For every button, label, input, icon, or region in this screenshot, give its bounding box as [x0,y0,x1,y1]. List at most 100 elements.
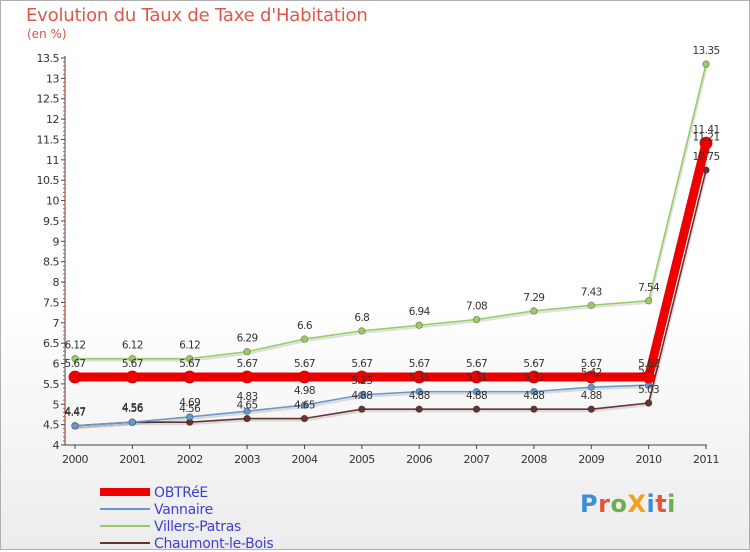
data-label: 5.23 [351,375,372,387]
data-label: 6.8 [354,312,369,324]
data-point [415,405,423,413]
data-label: 6.12 [179,340,200,352]
x-tick-label: 2002 [177,453,203,466]
legend-item[interactable]: Chaumont-le-Bois [100,535,274,552]
data-point [243,348,251,356]
y-tick-label: 7.5 [43,296,59,309]
y-tick-label: 12 [46,113,59,126]
data-label: 7.29 [523,292,544,304]
data-label: 6.94 [409,306,431,318]
legend-item[interactable]: Villers-Patras [100,518,273,535]
x-tick-label: 2010 [636,453,662,466]
series-line [74,169,707,427]
data-label: 5.67 [294,358,315,370]
data-point [71,422,79,430]
data-point [530,387,538,396]
data-label: 4.88 [409,390,430,402]
data-label: 5.31 [409,372,430,384]
data-point [587,301,595,309]
legend-item[interactable]: OBTRéE [100,484,273,501]
data-point [300,401,309,409]
x-tick-label: 2004 [291,453,317,466]
data-point [415,321,423,329]
x-tick-label: 2000 [62,453,88,466]
data-label: 5.67 [351,358,372,370]
logo-letter: X [627,490,647,518]
data-label: 6.12 [65,340,86,352]
data-label: 5.67 [122,358,143,370]
y-tick-label: 11 [46,154,59,167]
series-line [75,63,707,360]
proxiti-logo: ProXiti [580,490,676,518]
data-point [644,399,653,407]
data-point [415,387,423,396]
data-point [472,315,481,324]
data-label: 5.67 [523,358,544,370]
data-point [298,370,311,384]
legend-label: OBTRéE [154,484,208,501]
data-point [71,354,79,363]
data-label: 7.43 [581,286,602,298]
data-label: 5.67 [65,358,86,370]
data-label: 4.56 [122,403,144,415]
data-label: 4.98 [294,385,315,397]
series-line [74,151,707,427]
data-label: 6.12 [122,340,143,352]
legend-swatch [100,542,150,544]
y-tick-label: 10 [46,195,59,208]
x-tick-label: 2009 [578,453,604,466]
data-label: 4.69 [179,397,200,409]
data-point [644,297,653,305]
data-point [470,370,483,384]
data-label: 5.31 [466,372,487,384]
y-tick-label: 5 [53,398,60,411]
data-label: 7.08 [466,301,487,313]
data-label: 4.88 [523,390,544,402]
data-point [472,387,481,396]
data-label: 4.65 [237,400,258,412]
data-point [186,354,194,363]
x-tick-label: 2005 [349,453,375,466]
data-label: 11.41 [692,124,719,136]
data-label: 4.88 [466,390,487,402]
logo-letter: P [580,490,599,518]
data-label: 7.54 [638,282,660,294]
data-label: 4.56 [122,402,144,414]
data-point [587,405,595,413]
data-label: 10.75 [692,151,719,163]
logo-letter: r [598,490,611,518]
y-tick-label: 8.5 [43,256,59,269]
data-label: 4.47 [65,406,86,418]
data-point [527,370,541,384]
data-point [243,414,251,423]
legend-label: Vannaire [154,501,213,518]
series-shadow [75,171,708,429]
legend-swatch [100,525,150,527]
data-label: 4.47 [65,407,86,419]
data-point [243,407,251,415]
y-tick-label: 8 [53,276,60,289]
y-tick-label: 12.5 [37,93,60,106]
y-unit-label: (en %) [27,27,67,41]
x-tick-label: 2003 [234,453,260,466]
data-point [358,391,366,399]
x-tick-label: 2007 [464,453,490,466]
data-point [358,327,366,335]
x-tick-label: 2001 [119,453,145,466]
legend-item[interactable]: Vannaire [100,501,273,518]
data-point [584,370,598,384]
x-tick-label: 2011 [693,453,719,466]
data-label: 13.35 [692,45,719,57]
data-point [240,370,254,384]
y-tick-label: 5.5 [43,378,59,391]
data-point [530,307,538,315]
data-point [699,136,713,150]
data-label: 5.67 [409,358,430,370]
data-label: 5.67 [179,358,200,370]
data-point [300,414,309,423]
data-label: 6.29 [237,333,258,345]
data-point [472,405,481,413]
legend-label: Villers-Patras [154,518,241,535]
